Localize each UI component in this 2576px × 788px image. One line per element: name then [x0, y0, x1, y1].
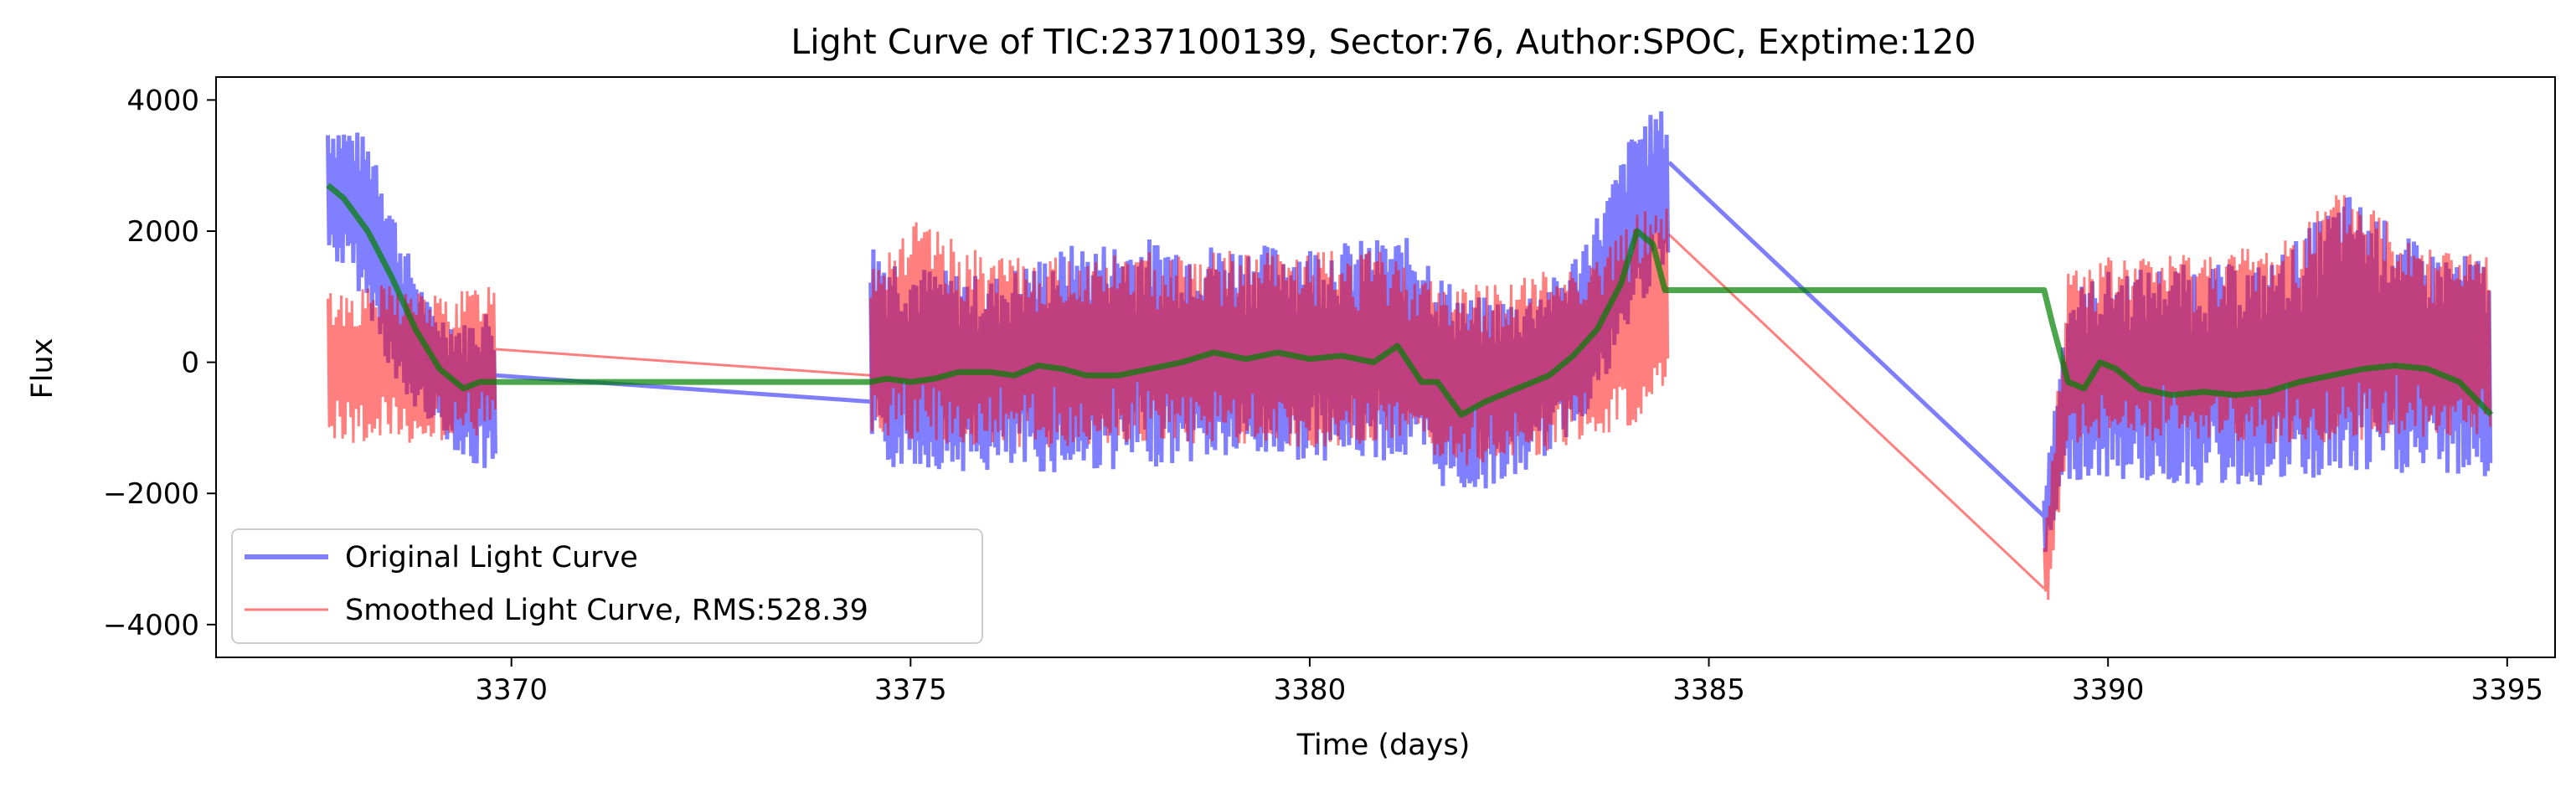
y-tick-label-3: 2000: [126, 215, 199, 249]
y-tick-label-4: 4000: [126, 84, 199, 117]
x-tick-label-0: 3370: [475, 673, 548, 707]
data-layer: [326, 111, 2494, 600]
series-original-gap-line-1: [1667, 160, 2046, 518]
series-smoothed-segment-0: [327, 285, 497, 443]
series-smoothed-gap-line-0: [495, 348, 871, 377]
y-tick-label-1: −2000: [103, 477, 199, 511]
legend: Original Light Curve Smoothed Light Curv…: [231, 528, 983, 644]
y-axis-label: Flux: [26, 338, 59, 399]
legend-label-smoothed: Smoothed Light Curve, RMS:528.39: [345, 594, 868, 627]
legend-box: [231, 528, 983, 644]
x-tick-label-3: 3385: [1672, 673, 1745, 707]
plot-frame: [215, 76, 2556, 658]
y-tick-label-0: −4000: [103, 609, 199, 642]
x-tick-label-1: 3375: [874, 673, 947, 707]
x-axis-label: Time (days): [1296, 729, 1471, 762]
x-tick-label-5: 3395: [2471, 673, 2544, 707]
series-smoothed-segment-1: [869, 208, 1670, 466]
series-smoothed-segment-2: [2043, 195, 2492, 600]
legend-label-original: Original Light Curve: [345, 541, 638, 574]
y-tick-label-2: 0: [181, 347, 199, 380]
y-axis: −4000 −2000 0 2000 4000: [103, 84, 216, 642]
chart-title: Light Curve of TIC:237100139, Sector:76,…: [791, 22, 1976, 62]
x-tick-label-4: 3390: [2072, 673, 2145, 707]
x-tick-label-2: 3380: [1274, 673, 1347, 707]
series-trend-line: [326, 183, 2494, 418]
series-smoothed-gap-line-1: [1667, 233, 2045, 590]
x-axis: 3370 3375 3380 3385 3390 3395: [475, 657, 2543, 707]
series-smoothed: [327, 195, 2492, 600]
